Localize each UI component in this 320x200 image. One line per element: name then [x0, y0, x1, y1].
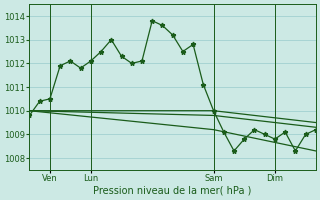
- X-axis label: Pression niveau de la mer( hPa ): Pression niveau de la mer( hPa ): [93, 186, 252, 196]
